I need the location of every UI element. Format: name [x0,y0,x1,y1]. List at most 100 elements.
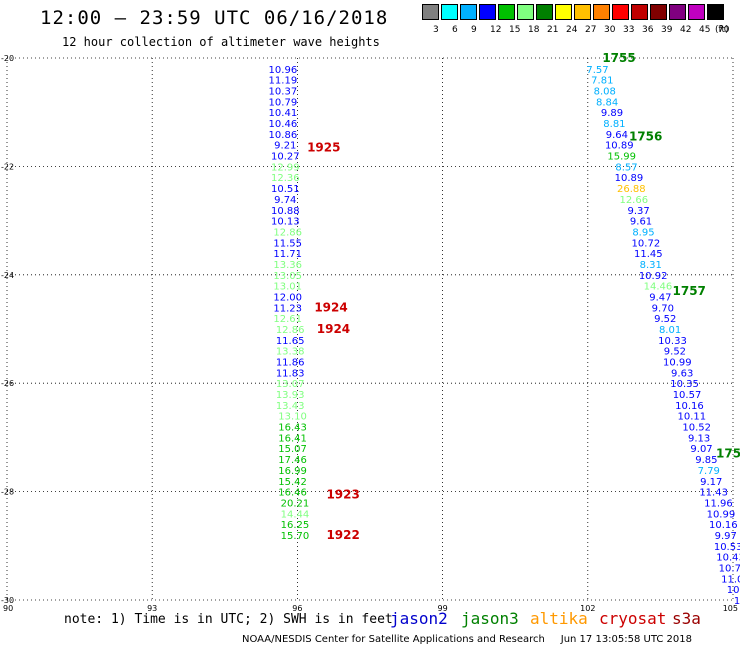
jason2-data-label: 10.99 [707,509,736,520]
jason2-data-label: 9.13 [688,433,710,444]
jason2-data-label: 15.99 [607,152,636,163]
jason3-data-label: 13.07 [276,379,305,390]
jason2-data-label: 11.45 [634,249,663,260]
jason2-data-label: 10.89 [605,141,634,152]
legend-swatch [707,4,724,20]
jason2-data-label: 10.92 [639,271,668,282]
legend-label: 21 [547,25,559,35]
legend-swatch [688,4,705,20]
y-tick-label: -22 [1,162,14,171]
jason3-data-label: 11.83 [276,368,305,379]
jason3-data-label: 13.10 [278,412,307,423]
pass-time-label: 1756 [629,130,662,144]
jason3-data-label: 13.43 [276,401,305,412]
legend-label: 33 [623,25,635,35]
jason3-data-label: 13.36 [273,260,302,271]
y-tick-label: -30 [1,596,14,605]
jason3-data-label: 9.74 [274,195,296,206]
jason2-data-label: 9.70 [652,303,674,314]
legend-label: 9 [471,25,477,35]
x-tick-label: 96 [292,604,302,613]
legend-swatch [631,4,648,20]
pass-time-label: 1923 [326,487,359,501]
jason3-data-label: 11.55 [273,238,302,249]
jason3-data-label: 11.23 [273,303,302,314]
jason3-data-label: 10.79 [269,97,298,108]
legend-label: 27 [585,25,597,35]
pass-time-label: 1755 [602,51,635,65]
jason2-data-label: 8.08 [594,87,616,98]
jason2-data-label: 10.16 [675,401,704,412]
jason2-data-label: 8.81 [603,119,625,130]
jason2-data-label: 9.85 [695,455,717,466]
jason3-data-label: 10.88 [271,206,300,217]
jason3-data-label: 10.41 [269,108,298,119]
jason2-data-label: 10.52 [682,423,711,434]
jason3-data-label: 10.46 [269,119,298,130]
legend-swatch [669,4,686,20]
jason2-data-label: 8.84 [596,97,618,108]
legend-label: 24 [566,25,578,35]
pass-time-label: 1925 [307,140,340,154]
legend-label: 3 [433,25,439,35]
footer-credit: NOAA/NESDIS Center for Satellite Applica… [242,634,692,645]
legend-swatch [517,4,534,20]
jason3-data-label: 12.61 [273,314,302,325]
legend-label: 6 [452,25,458,35]
jason2-data-label: 12.66 [619,195,648,206]
jason3-data-label: 13.05 [273,271,302,282]
jason2-data-label: 10.72 [719,563,740,574]
jason2-data-label: 11.43 [699,488,728,499]
x-tick-label: 105 [723,604,738,613]
pass-time-label: 1758 [716,447,740,461]
jason3-data-label: 15.42 [278,477,307,488]
jason3-data-label: 11.65 [276,336,305,347]
jason2-data-label: 9.89 [601,108,623,119]
satellite-altika: altika [530,609,588,628]
jason3-data-label: 14.44 [281,509,310,520]
jason2-data-label: 9.37 [627,206,649,217]
legend-label: 12 [490,25,502,35]
jason3-data-label: 10.96 [269,65,298,76]
jason3-data-label: 10.37 [269,87,298,98]
jason3-data-label: 10.86 [269,130,298,141]
jason2-data-label: 10.16 [709,520,738,531]
legend-label: 15 [509,25,521,35]
satellite-cryosat: cryosat [599,609,667,628]
legend-swatch [460,4,477,20]
jason2-data-label: 9.63 [671,368,693,379]
x-tick-label: 102 [580,604,595,613]
jason2-data-label: 10.89 [615,173,644,184]
legend-swatch [650,4,667,20]
jason2-data-label: 8.57 [615,162,637,173]
legend-label: 42 [680,25,692,35]
legend-label: 39 [661,25,673,35]
pass-time-label: 1757 [673,284,706,298]
legend-label: 36 [642,25,654,35]
satellite-s3a: s3a [672,609,701,628]
x-tick-label: 99 [438,604,448,613]
jason2-data-label: 9.52 [654,314,676,325]
jason3-data-label: 20.21 [281,498,310,509]
y-tick-label: -24 [1,271,14,280]
jason3-data-label: 16.41 [278,433,307,444]
jason2-data-label: 9.07 [690,444,712,455]
jason3-data-label: 9.21 [274,141,296,152]
jason2-data-label: 7.81 [591,76,613,87]
pass-time-label: 1924 [314,300,347,314]
jason2-data-label: 7.57 [586,65,608,76]
jason3-data-label: 16.43 [278,423,307,434]
jason3-data-label: 13.93 [276,390,305,401]
jason2-data-label: 8.01 [659,325,681,336]
jason2-data-label: 9.64 [606,130,628,141]
legend-swatch [441,4,458,20]
jason3-data-label: 16.25 [281,520,310,531]
jason2-data-label: 10.57 [673,390,702,401]
legend-label: 30 [604,25,616,35]
jason3-data-label: 13.01 [273,282,302,293]
jason2-data-label: 9.97 [715,531,737,542]
y-tick-label: -26 [1,379,14,388]
legend-label: 70 [718,25,730,35]
pass-time-label: 1922 [326,528,359,542]
